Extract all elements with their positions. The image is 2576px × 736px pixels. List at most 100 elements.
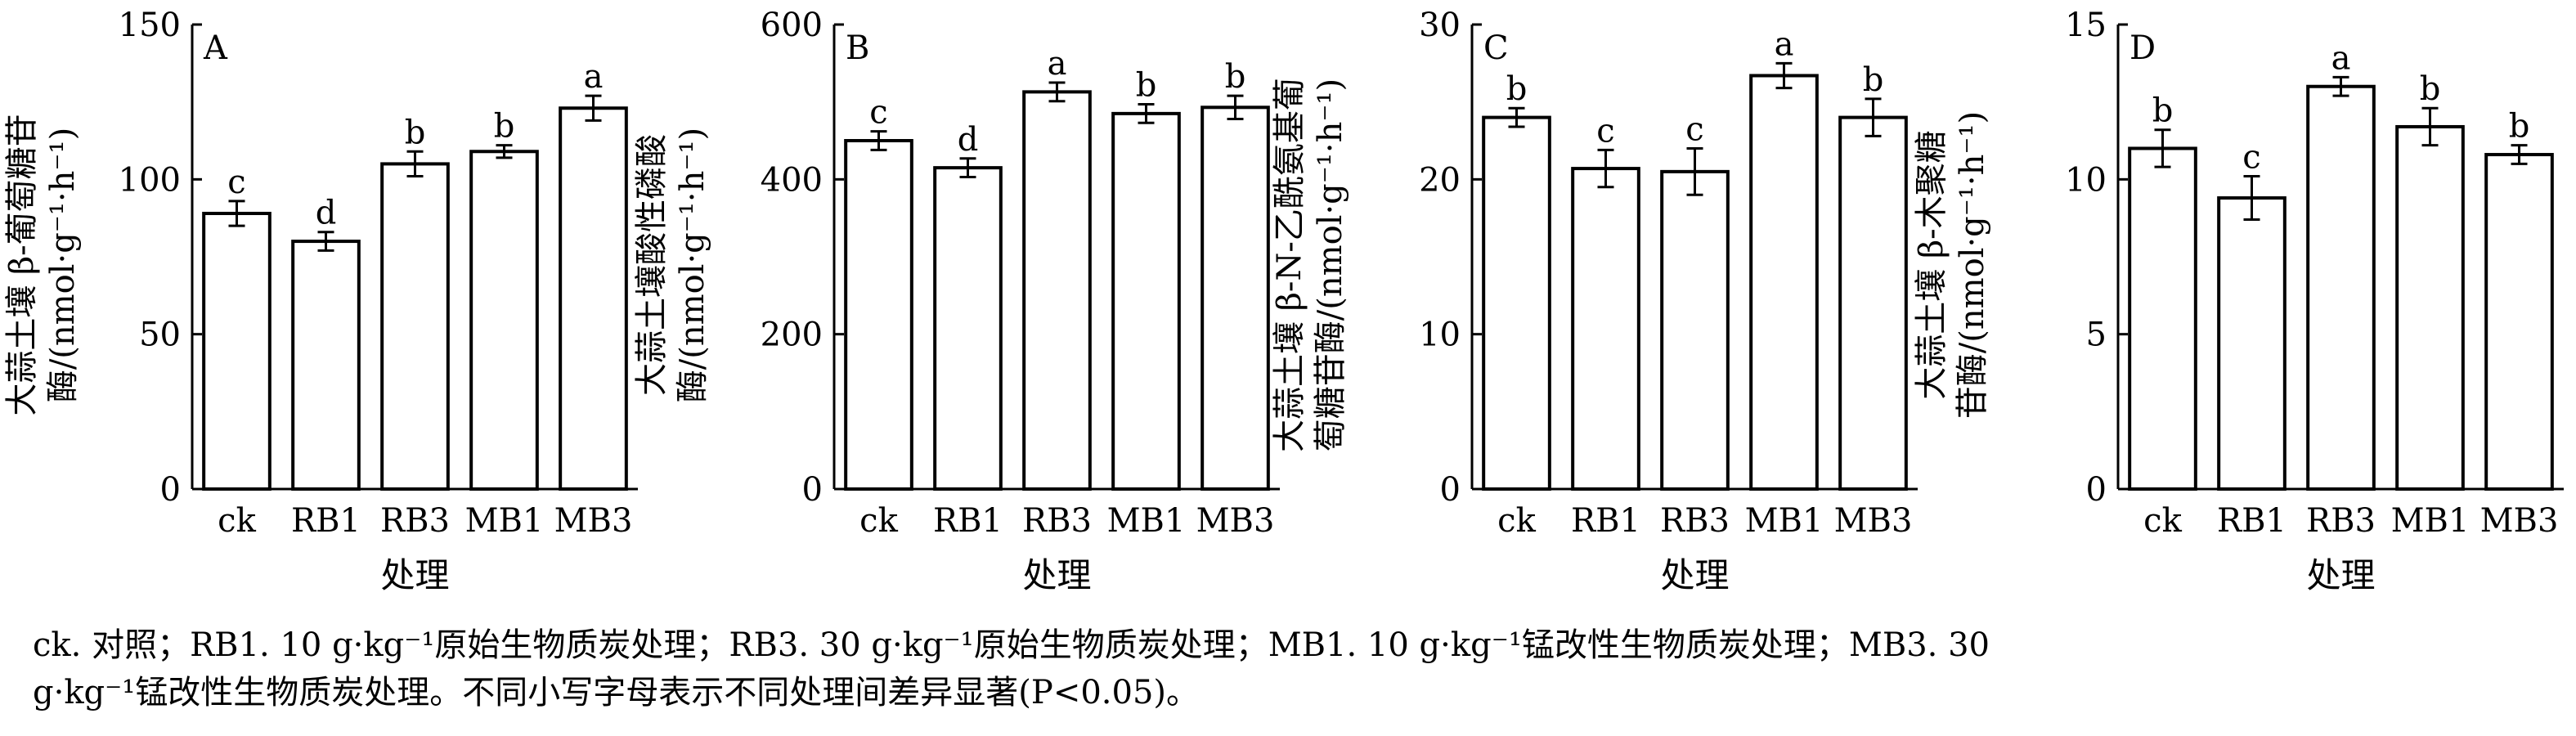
x-axis-title: 处理 <box>380 555 449 595</box>
bar <box>844 139 913 491</box>
y-tick-label: 15 <box>2065 7 2107 44</box>
bar <box>2395 124 2465 491</box>
bar <box>1111 111 1181 491</box>
bar <box>2484 153 2554 491</box>
x-tick-label: RB1 <box>1571 502 1640 540</box>
significance-letter: d <box>958 121 979 159</box>
significance-letter: b <box>2152 92 2174 130</box>
bar <box>469 150 539 491</box>
panel-label: B <box>846 29 869 67</box>
y-axis-title: 大蒜土壤 β-葡萄糖苷 <box>3 114 41 415</box>
bar <box>2217 196 2287 491</box>
chart-panel-c: 0 10 20 30 Cb ck c RB1 c RB3 a MB1 b MB3 处理 大蒜土壤 β-N-乙酰… <box>1271 7 1918 595</box>
chart-panel-d: 0 5 10 15 Db ck c RB1 a RB3 b MB1 b MB3 处理 大蒜土壤 β-木聚糖 苷酶… <box>1913 7 2564 595</box>
significance-letter: b <box>1506 70 1528 108</box>
panel-label: A <box>203 29 228 67</box>
bar <box>1749 74 1819 491</box>
y-tick-label: 50 <box>139 316 181 354</box>
y-tick-label: 0 <box>802 471 823 509</box>
y-tick-label: 10 <box>2065 161 2107 199</box>
x-tick-label: RB3 <box>1022 502 1092 540</box>
significance-letter: c <box>869 94 887 132</box>
significance-letter: b <box>405 114 426 151</box>
significance-letter: b <box>2509 108 2530 146</box>
y-tick-label: 0 <box>160 471 181 509</box>
bar <box>1571 167 1640 491</box>
bar <box>1200 105 1270 491</box>
chart-panel-b: 0 200 400 600 Bc ck d RB1 a RB3 b MB1 b MB3 处理 大蒜土壤酸性磷酸… <box>633 7 1280 595</box>
significance-letter: a <box>1775 25 1794 63</box>
significance-letter: c <box>227 164 245 201</box>
y-tick-label: 30 <box>1419 7 1461 44</box>
y-tick-label: 400 <box>761 161 823 199</box>
significance-letter: c <box>1596 112 1614 150</box>
caption-line-2: g·kg⁻¹锰改性生物质炭处理。不同小写字母表示不同处理间差异显著(P<0.05… <box>33 674 1200 711</box>
x-tick-label: MB1 <box>465 502 544 540</box>
x-tick-label: MB3 <box>2480 502 2559 540</box>
x-tick-label: MB3 <box>554 502 633 540</box>
significance-letter: d <box>316 195 337 232</box>
x-axis-title: 处理 <box>1022 555 1091 595</box>
y-axis-title: 苷酶/(nmol·g⁻¹·h⁻¹) <box>1954 111 1991 419</box>
y-axis-title: 大蒜土壤 β-N-乙酰氨基葡 <box>1271 78 1308 452</box>
y-tick-label: 200 <box>761 316 823 354</box>
x-tick-label: RB1 <box>933 502 1003 540</box>
y-tick-label: 0 <box>1440 471 1461 509</box>
x-tick-label: MB1 <box>1745 502 1824 540</box>
significance-letter: b <box>1225 58 1246 96</box>
x-tick-label: ck <box>1497 502 1536 540</box>
bar <box>1660 169 1730 491</box>
significance-letter: a <box>584 58 604 96</box>
significance-letter: b <box>2420 70 2441 108</box>
chart-panel-a: 0 50 100 150 Ac ck d RB1 b RB3 b MB1 a MB3 处理 大蒜土壤 β-葡萄… <box>3 7 638 595</box>
bar <box>559 106 628 491</box>
bar <box>1838 115 1908 491</box>
x-tick-label: ck <box>218 502 256 540</box>
x-tick-label: ck <box>2143 502 2182 540</box>
bar <box>1482 115 1551 491</box>
panel-label: C <box>1483 29 1509 67</box>
figure-caption: ck. 对照；RB1. 10 g·kg⁻¹原始生物质炭处理；RB3. 30 g·… <box>33 622 2551 716</box>
x-tick-label: MB3 <box>1196 502 1275 540</box>
significance-letter: a <box>2331 39 2351 77</box>
x-tick-label: RB3 <box>2306 502 2376 540</box>
bar <box>2128 146 2197 491</box>
y-tick-label: 0 <box>2086 471 2107 509</box>
caption-line-1: ck. 对照；RB1. 10 g·kg⁻¹原始生物质炭处理；RB3. 30 g·… <box>33 626 1990 664</box>
bar <box>380 162 450 491</box>
x-tick-label: MB1 <box>2391 502 2470 540</box>
y-axis-title: 酶/(nmol·g⁻¹·h⁻¹) <box>44 128 82 402</box>
y-tick-label: 600 <box>761 7 823 44</box>
x-tick-label: ck <box>859 502 898 540</box>
y-tick-label: 5 <box>2086 316 2107 354</box>
y-axis-title: 大蒜土壤 β-木聚糖 <box>1913 130 1950 399</box>
y-axis-title: 萄糖苷酶/(nmol·g⁻¹·h⁻¹) <box>1312 79 1349 451</box>
bar <box>2306 84 2376 491</box>
significance-letter: a <box>1048 45 1067 83</box>
x-axis-title: 处理 <box>1660 555 1729 595</box>
x-tick-label: RB3 <box>1660 502 1730 540</box>
y-axis-title: 大蒜土壤酸性磷酸 <box>633 134 671 396</box>
y-tick-label: 10 <box>1419 316 1461 354</box>
significance-letter: c <box>1685 110 1703 148</box>
significance-letter: b <box>1136 67 1157 105</box>
significance-letter: c <box>2242 139 2260 177</box>
x-tick-label: MB1 <box>1107 502 1186 540</box>
y-axis-title: 酶/(nmol·g⁻¹·h⁻¹) <box>674 128 711 402</box>
significance-letter: b <box>1863 61 1884 99</box>
panel-label: D <box>2129 29 2156 67</box>
bar <box>202 211 272 491</box>
x-axis-title: 处理 <box>2306 555 2375 595</box>
x-tick-label: RB3 <box>380 502 450 540</box>
y-tick-label: 150 <box>119 7 181 44</box>
significance-letter: b <box>494 108 515 146</box>
bar <box>1022 90 1092 491</box>
x-tick-label: RB1 <box>291 502 361 540</box>
bar <box>291 240 361 491</box>
x-tick-label: MB3 <box>1834 502 1913 540</box>
bar <box>933 166 1003 491</box>
y-tick-label: 100 <box>119 161 181 199</box>
y-tick-label: 20 <box>1419 161 1461 199</box>
x-tick-label: RB1 <box>2217 502 2287 540</box>
